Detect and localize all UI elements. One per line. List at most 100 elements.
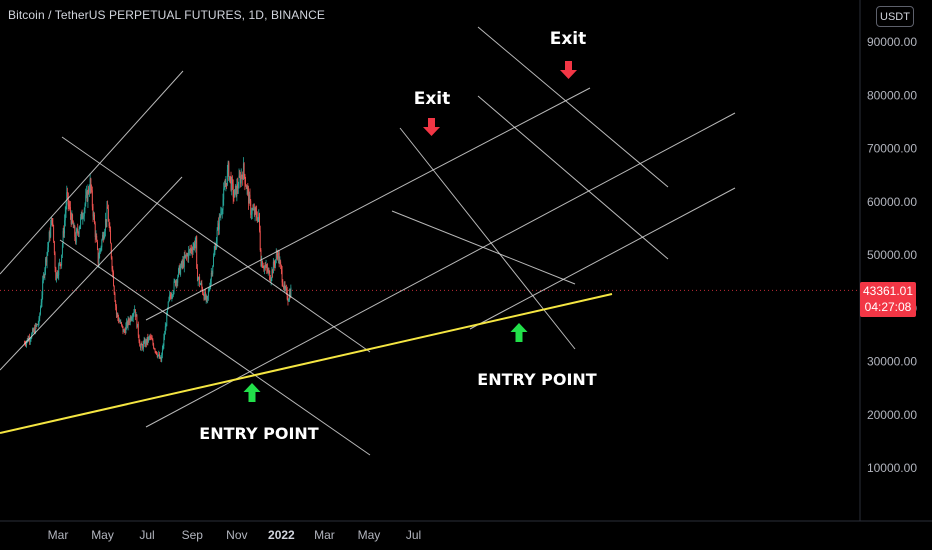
candle-body <box>226 182 228 185</box>
candle-body <box>34 324 36 334</box>
candle-body <box>37 324 39 326</box>
candle-body <box>287 299 289 302</box>
candle-body <box>158 354 160 356</box>
candle-body <box>75 236 76 243</box>
candle-body <box>105 219 107 223</box>
candle-body <box>38 317 40 324</box>
candle-body <box>207 296 209 299</box>
candle-body <box>264 266 266 269</box>
candle-body <box>216 230 218 242</box>
candle-body <box>197 278 199 282</box>
candle-body <box>115 306 117 314</box>
channel-line <box>469 187 736 330</box>
channel-line <box>0 176 183 371</box>
candle-body <box>84 203 86 209</box>
candle-body <box>145 340 147 346</box>
currency-button[interactable]: USDT <box>876 6 914 27</box>
candle-body <box>208 289 210 292</box>
candle-body <box>39 314 41 318</box>
candle-body <box>25 344 27 345</box>
candle-body <box>48 232 50 243</box>
candle-body <box>174 280 176 282</box>
candle-body <box>96 241 98 249</box>
y-tick-label: 30000.00 <box>867 355 917 369</box>
candle-body <box>156 351 157 355</box>
candle-body <box>220 212 222 217</box>
candle-body <box>169 294 171 297</box>
candle-body <box>253 208 255 210</box>
candle-body <box>102 234 104 240</box>
candle-body <box>86 191 88 202</box>
candle-body <box>114 293 116 302</box>
candle-body <box>206 295 208 299</box>
candle-body <box>161 354 163 362</box>
candle-body <box>223 188 225 200</box>
candle-body <box>275 259 276 266</box>
time-axis[interactable]: Mar May Jul Sep Nov 2022 Mar May Jul <box>48 528 422 542</box>
x-tick-label: 2022 <box>268 528 295 542</box>
candle-body <box>76 229 78 232</box>
candle-body <box>199 284 201 286</box>
candle-body <box>59 262 61 265</box>
candle-body <box>228 162 230 180</box>
candle-body <box>44 269 46 277</box>
candle-body <box>145 340 147 344</box>
candle-body <box>213 251 215 257</box>
candle-body <box>165 326 167 327</box>
candle-body <box>213 256 214 267</box>
candle-body <box>141 343 143 346</box>
candle-body <box>30 338 32 340</box>
candle-body <box>130 317 132 321</box>
candle-body <box>151 339 153 341</box>
candle-body <box>91 188 93 191</box>
candle-body <box>88 191 90 193</box>
candle-body <box>257 217 259 222</box>
entry-label-right: ENTRY POINT <box>477 370 597 389</box>
candle-body <box>74 225 76 237</box>
candle-body <box>242 163 244 180</box>
candle-body <box>277 254 279 259</box>
candle-body <box>155 351 157 353</box>
candle-body <box>116 313 118 315</box>
last-price-value: 43361.01 <box>862 284 914 298</box>
candle-body <box>231 179 233 191</box>
candle-body <box>81 212 83 219</box>
candle-body <box>37 323 39 325</box>
candle-body <box>149 336 151 338</box>
candle-body <box>244 174 246 184</box>
candle-body <box>50 225 52 237</box>
candle-body <box>42 280 44 296</box>
candle-body <box>245 185 247 189</box>
candle-body <box>170 296 172 299</box>
channel-line <box>477 95 669 260</box>
candle-body <box>90 178 92 189</box>
candle-body <box>221 212 222 214</box>
candle-body <box>161 348 163 355</box>
candle-body <box>42 275 44 281</box>
candle-body <box>167 301 169 309</box>
candle-body <box>94 214 95 224</box>
candle-body <box>167 308 168 313</box>
candle-body <box>59 262 60 265</box>
y-tick-label: 60000.00 <box>867 195 917 209</box>
candle-body <box>46 252 48 263</box>
candle-body <box>255 208 257 212</box>
candle-body <box>204 291 206 300</box>
candle-body <box>221 210 223 213</box>
candle-body <box>266 265 268 269</box>
candle-body <box>262 267 264 269</box>
price-axis[interactable]: 10000.0020000.0030000.0040000.0050000.00… <box>867 35 917 475</box>
candle-body <box>72 214 74 223</box>
candle-body <box>202 293 204 295</box>
candle-body <box>122 326 124 333</box>
candle-body <box>183 260 185 267</box>
candle-body <box>183 255 185 267</box>
candle-body <box>180 261 182 268</box>
candle-body <box>285 288 287 290</box>
candle-body <box>162 345 164 349</box>
candle-body <box>110 243 112 258</box>
candle-body <box>252 209 254 211</box>
candle-body <box>253 208 255 215</box>
candle-body <box>201 283 203 288</box>
